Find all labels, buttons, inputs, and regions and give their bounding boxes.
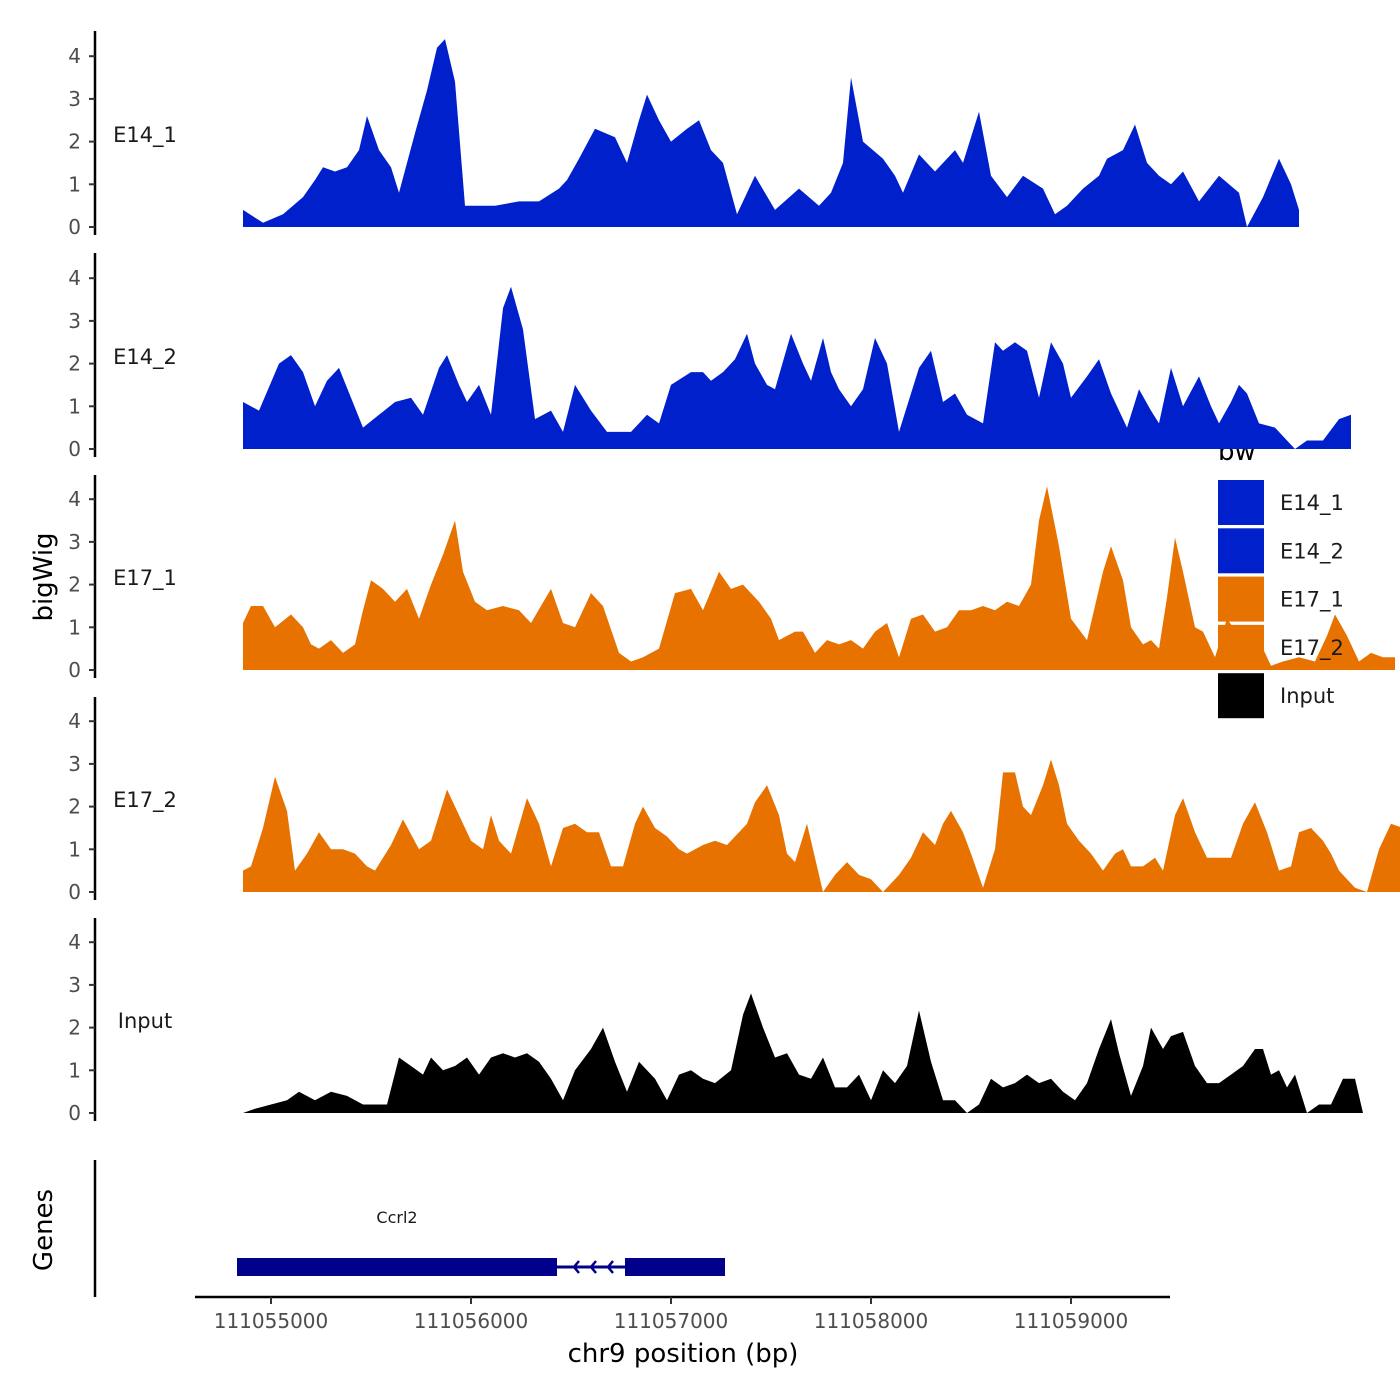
x-axis-title: chr9 position (bp) — [568, 1339, 799, 1369]
y-tick-label-E14_1-4: 4 — [68, 44, 81, 68]
legend-key-E14_2 — [1218, 528, 1264, 574]
y-tick-label-E14_2-4: 4 — [68, 266, 81, 290]
track-label-E17_2: E17_2 — [113, 788, 177, 813]
y-tick-label-Input-1: 1 — [68, 1058, 81, 1082]
y-tick-label-E17_2-2: 2 — [68, 795, 81, 819]
y-tick-label-E14_1-1: 1 — [68, 172, 81, 196]
legend-label-Input: Input — [1280, 684, 1334, 708]
y-tick-label-E17_1-3: 3 — [68, 530, 81, 554]
legend: E14_1 E14_2 E17_1 E17_2 Input — [1218, 480, 1344, 719]
legend-label-E17_1: E17_1 — [1280, 588, 1344, 613]
legend-label-E17_2: E17_2 — [1280, 636, 1344, 661]
signal-area-E17_2 — [243, 759, 1400, 892]
y-tick-label-Input-0: 0 — [68, 1101, 81, 1125]
legend-label-E14_2: E14_2 — [1280, 539, 1344, 564]
x-tick-label-111057000: 111057000 — [614, 1309, 729, 1333]
genes-axis-title: Genes — [29, 1189, 59, 1271]
strand-arrow-icon — [606, 1260, 614, 1274]
strand-arrow-icon — [572, 1260, 580, 1274]
y-tick-label-E17_2-4: 4 — [68, 709, 81, 733]
track-label-E17_1: E17_1 — [113, 566, 177, 591]
y-tick-label-E14_2-3: 3 — [68, 309, 81, 333]
y-tick-label-E14_2-1: 1 — [68, 394, 81, 418]
gene-exon-1 — [237, 1258, 557, 1276]
gene-track: Ccrl2 — [93, 1160, 725, 1297]
gene-Ccrl2: Ccrl2 — [237, 1208, 725, 1276]
track-E14_2: 0 1 2 3 4 E14_2 — [68, 253, 1351, 461]
y-tick-label-E14_1-2: 2 — [68, 130, 81, 154]
signal-area-E14_1 — [243, 39, 1299, 227]
signal-area-E14_2 — [243, 286, 1351, 449]
y-tick-label-E17_2-3: 3 — [68, 752, 81, 776]
track-Input: 0 1 2 3 4 Input — [68, 918, 1363, 1125]
y-tick-label-E17_2-1: 1 — [68, 837, 81, 861]
track-label-E14_2: E14_2 — [113, 345, 177, 370]
legend-key-E17_2 — [1218, 624, 1264, 670]
x-tick-label-111056000: 111056000 — [414, 1309, 529, 1333]
y-tick-label-E17_1-4: 4 — [68, 487, 81, 511]
y-tick-label-Input-4: 4 — [68, 930, 81, 954]
legend-key-E14_1 — [1218, 480, 1264, 525]
signal-area-Input — [243, 993, 1363, 1113]
y-tick-label-E17_2-0: 0 — [68, 880, 81, 904]
legend-key-E17_1 — [1218, 576, 1264, 622]
gene-label-Ccrl2: Ccrl2 — [376, 1208, 417, 1227]
x-tick-label-111059000: 111059000 — [1014, 1309, 1129, 1333]
y-axis-title: bigWig — [29, 532, 59, 621]
track-label-E14_1: E14_1 — [113, 123, 177, 148]
track-label-Input: Input — [118, 1009, 172, 1033]
y-tick-label-E14_2-2: 2 — [68, 352, 81, 376]
y-tick-label-E17_1-1: 1 — [68, 615, 81, 639]
strand-arrow-icon — [589, 1260, 597, 1274]
track-E17_1: 0 1 2 3 4 E17_1 — [68, 475, 1395, 682]
x-axis: 111055000 111056000 111057000 111058000 1110… — [195, 1295, 1170, 1333]
x-tick-label-111055000: 111055000 — [214, 1309, 329, 1333]
gene-exon-2 — [625, 1258, 725, 1276]
y-tick-label-Input-2: 2 — [68, 1016, 81, 1040]
y-tick-label-E17_1-0: 0 — [68, 658, 81, 682]
y-tick-label-Input-3: 3 — [68, 973, 81, 997]
y-tick-label-E14_2-0: 0 — [68, 437, 81, 461]
y-tick-label-E14_1-0: 0 — [68, 215, 81, 239]
x-tick-label-111058000: 111058000 — [814, 1309, 929, 1333]
track-E17_2: 0 1 2 3 4 E17_2 — [68, 697, 1400, 904]
legend-key-Input — [1218, 673, 1264, 719]
legend-label-E14_1: E14_1 — [1280, 491, 1344, 516]
signal-tracks: 0 1 2 3 4 E14_1 0 1 2 3 4 E14_2 0 1 2 3 4 E17_1 0 1 2 3 4 E17_2… — [68, 31, 1400, 1125]
track-E14_1: 0 1 2 3 4 E14_1 — [68, 31, 1299, 239]
y-tick-label-E14_1-3: 3 — [68, 87, 81, 111]
signal-area-E17_1 — [243, 486, 1395, 670]
y-tick-label-E17_1-2: 2 — [68, 573, 81, 597]
